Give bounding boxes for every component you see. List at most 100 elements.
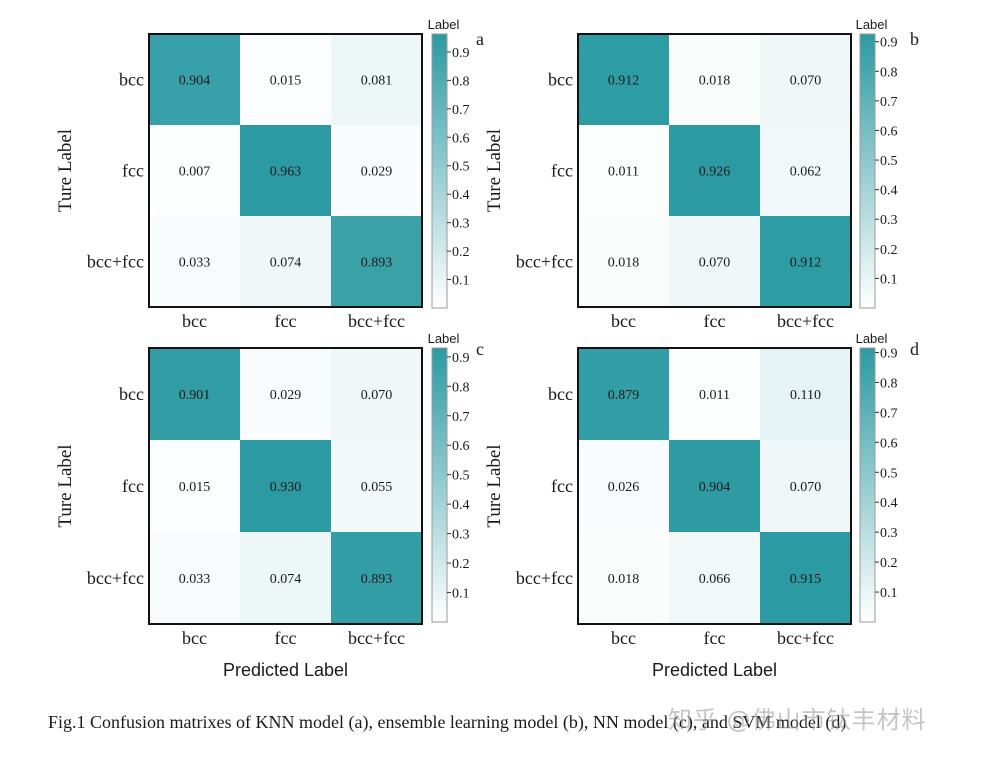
colorbar-tick-label: 0.3 xyxy=(452,528,470,543)
y-tick-label: fcc xyxy=(551,161,573,181)
colorbar-title: Label xyxy=(856,17,888,32)
cell-value-label: 0.893 xyxy=(361,572,393,587)
heatmap-cell xyxy=(149,532,240,624)
heatmap-cell xyxy=(240,348,331,440)
heatmap-cell xyxy=(578,440,669,532)
colorbar-tick-label: 0.7 xyxy=(880,95,898,110)
y-tick-label: fcc xyxy=(122,476,144,496)
cell-value-label: 0.055 xyxy=(361,480,393,495)
colorbar-tick-label: 0.1 xyxy=(452,587,470,602)
heatmap-cell xyxy=(578,348,669,440)
y-tick-label: fcc xyxy=(551,476,573,496)
colorbar-tick-label: 0.4 xyxy=(452,498,470,513)
colorbar-tick-label: 0.5 xyxy=(880,466,898,481)
y-axis-label: Ture Label xyxy=(55,129,76,212)
colorbar-tick-label: 0.8 xyxy=(880,65,898,80)
x-tick-label: bcc xyxy=(182,628,207,648)
cell-value-label: 0.915 xyxy=(790,572,822,587)
y-tick-label: bcc+fcc xyxy=(516,252,573,272)
x-tick-label: bcc+fcc xyxy=(348,628,405,648)
cell-value-label: 0.026 xyxy=(608,480,640,495)
x-tick-label: bcc+fcc xyxy=(348,311,405,331)
colorbar xyxy=(431,347,448,623)
cell-value-label: 0.033 xyxy=(179,572,211,587)
colorbar-tick-label: 0.1 xyxy=(880,272,898,287)
x-tick-label: fcc xyxy=(275,311,297,331)
cell-value-label: 0.074 xyxy=(270,572,302,587)
x-tick-label: fcc xyxy=(704,628,726,648)
colorbar-tick-label: 0.5 xyxy=(880,154,898,169)
matrix-frame xyxy=(577,33,852,308)
y-tick-label: fcc xyxy=(122,161,144,181)
cell-value-label: 0.070 xyxy=(790,74,822,89)
x-axis-label: Predicted Label xyxy=(652,660,777,680)
colorbar xyxy=(859,347,876,623)
panel-label: d xyxy=(910,339,919,359)
cell-value-label: 0.912 xyxy=(608,74,640,89)
heatmap-cell xyxy=(669,125,760,216)
heatmap-cell xyxy=(240,125,331,216)
heatmap-cell xyxy=(331,440,422,532)
colorbar xyxy=(431,33,448,309)
heatmap-cell xyxy=(240,440,331,532)
heatmap-cell xyxy=(760,440,851,532)
heatmap-cell xyxy=(760,34,851,125)
x-tick-label: bcc+fcc xyxy=(777,311,834,331)
watermark-text: 知乎 @佛山市钛丰材料 xyxy=(668,706,927,734)
colorbar-tick-label: 0.2 xyxy=(880,556,898,571)
heatmap-cell xyxy=(240,532,331,624)
colorbar-title: Label xyxy=(428,17,460,32)
y-tick-label: bcc xyxy=(119,384,144,404)
cell-value-label: 0.011 xyxy=(608,165,639,180)
cell-value-label: 0.901 xyxy=(179,388,211,403)
heatmap-cell xyxy=(240,34,331,125)
heatmap-cell xyxy=(760,216,851,307)
colorbar-tick-label: 0.9 xyxy=(880,36,898,51)
heatmap-cell xyxy=(240,216,331,307)
y-tick-label: bcc+fcc xyxy=(87,568,144,588)
cell-value-label: 0.110 xyxy=(790,388,821,403)
y-axis-label: Ture Label xyxy=(55,444,76,527)
colorbar-tick-label: 0.3 xyxy=(880,213,898,228)
cell-value-label: 0.018 xyxy=(608,256,640,271)
cell-value-label: 0.015 xyxy=(179,480,211,495)
colorbar-title: Label xyxy=(428,331,460,346)
heatmap-cell xyxy=(760,125,851,216)
colorbar xyxy=(859,33,876,309)
heatmap-cell xyxy=(149,440,240,532)
matrix-frame xyxy=(577,347,852,625)
colorbar-tick-label: 0.9 xyxy=(452,46,470,61)
heatmap-cell xyxy=(331,348,422,440)
heatmap-cell xyxy=(331,125,422,216)
matrix-frame xyxy=(148,33,423,308)
y-axis-label: Ture Label xyxy=(484,444,505,527)
y-tick-label: bcc xyxy=(548,70,573,90)
cell-value-label: 0.029 xyxy=(361,165,393,180)
cell-value-label: 0.904 xyxy=(699,480,731,495)
colorbar-title: Label xyxy=(856,331,888,346)
colorbar-tick-label: 0.8 xyxy=(452,74,470,89)
cell-value-label: 0.066 xyxy=(699,572,731,587)
confusion-matrix-a: 0.904 0.015 0.081 0.007 0.963 0.029 0.033 0.074… xyxy=(55,17,484,331)
confusion-matrix-d: 0.879 0.011 0.110 0.026 0.904 0.070 0.018 0.066… xyxy=(484,331,919,680)
cell-value-label: 0.926 xyxy=(699,165,731,180)
colorbar-tick-label: 0.2 xyxy=(880,243,898,258)
cell-value-label: 0.904 xyxy=(179,74,211,89)
colorbar-tick-label: 0.1 xyxy=(880,586,898,601)
colorbar-tick-label: 0.9 xyxy=(452,351,470,366)
colorbar-tick-label: 0.8 xyxy=(452,380,470,395)
cell-value-label: 0.011 xyxy=(699,388,730,403)
colorbar-tick-label: 0.1 xyxy=(452,274,470,289)
y-tick-label: bcc xyxy=(548,384,573,404)
cell-value-label: 0.070 xyxy=(361,388,393,403)
y-tick-label: bcc xyxy=(119,70,144,90)
cell-value-label: 0.930 xyxy=(270,480,302,495)
x-tick-label: fcc xyxy=(275,628,297,648)
colorbar-tick-label: 0.5 xyxy=(452,160,470,175)
cell-value-label: 0.018 xyxy=(608,572,640,587)
colorbar-tick-label: 0.7 xyxy=(452,410,470,425)
heatmap-cell xyxy=(669,216,760,307)
colorbar-tick-label: 0.3 xyxy=(880,526,898,541)
colorbar-tick-label: 0.4 xyxy=(880,184,898,199)
cell-value-label: 0.029 xyxy=(270,388,302,403)
